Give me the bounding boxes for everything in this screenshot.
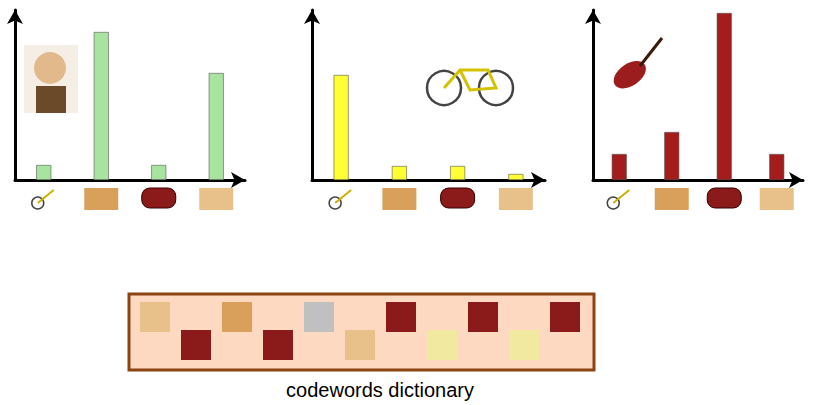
svg-text:codewords dictionary: codewords dictionary — [286, 379, 474, 401]
